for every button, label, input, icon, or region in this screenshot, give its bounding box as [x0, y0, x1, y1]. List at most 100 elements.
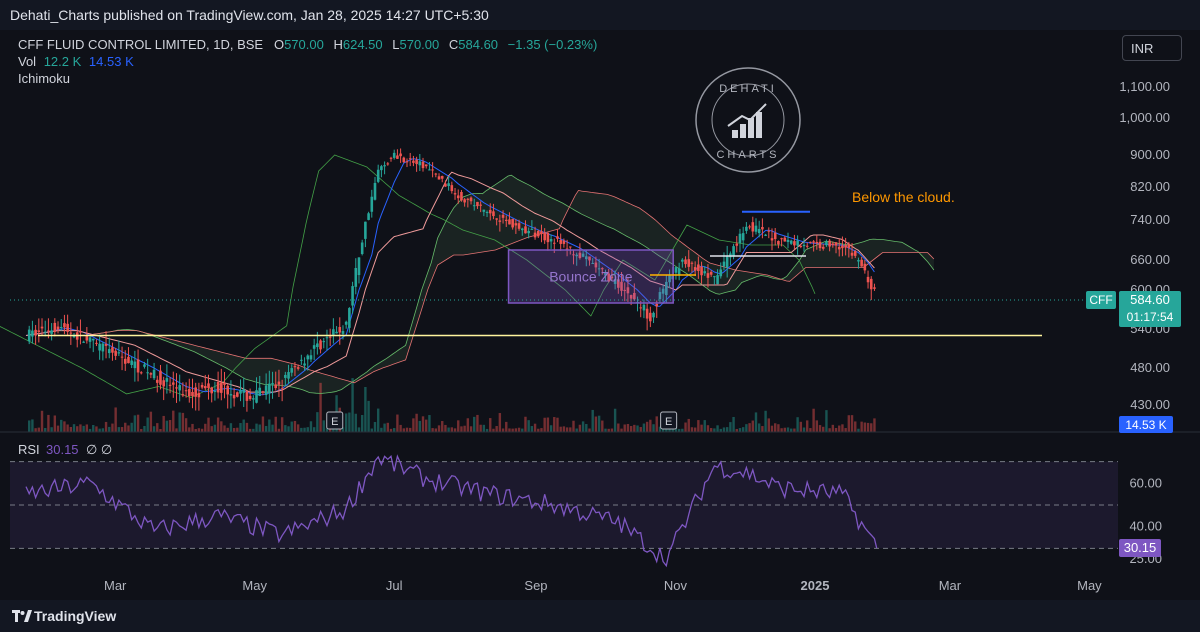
- bounce-zone-box[interactable]: [507, 249, 674, 304]
- volume-bar: [376, 408, 380, 432]
- candle-body: [380, 166, 383, 171]
- candle: [530, 220, 534, 230]
- volume-bar: [553, 417, 556, 432]
- candle: [754, 218, 758, 235]
- volume-bar: [489, 418, 492, 432]
- candle-body: [709, 271, 713, 275]
- candle: [111, 342, 114, 361]
- candle: [633, 283, 636, 301]
- candle: [812, 239, 815, 252]
- candle: [540, 224, 543, 243]
- volume-bar: [857, 428, 860, 432]
- earnings-marker-box[interactable]: [326, 411, 344, 430]
- volume-bar: [152, 426, 156, 432]
- candle-body: [693, 267, 697, 271]
- candle-body: [184, 390, 188, 392]
- candle: [684, 256, 687, 268]
- candle: [620, 272, 623, 297]
- volume-bar: [415, 413, 418, 432]
- candle-body: [85, 335, 89, 341]
- candle: [424, 164, 428, 169]
- candle-body: [175, 387, 178, 389]
- volume-bar: [328, 427, 332, 432]
- candle: [572, 249, 575, 265]
- candle-body: [629, 295, 633, 299]
- candle-body: [155, 379, 159, 383]
- volume-label[interactable]: Vol: [18, 54, 37, 69]
- candle: [546, 231, 550, 251]
- chart-canvas[interactable]: DEHATI CHARTS Bounce Zone Below the cloud.…: [0, 30, 1200, 600]
- candle-body: [857, 260, 860, 262]
- candle-body: [761, 226, 764, 230]
- candle: [344, 320, 348, 329]
- candle-body: [812, 241, 815, 243]
- candle-body: [802, 244, 806, 247]
- volume-bar: [72, 424, 76, 432]
- candle-body: [741, 233, 745, 241]
- candle: [146, 358, 149, 380]
- candle: [802, 237, 806, 252]
- watermark-outer-ring: [695, 67, 801, 173]
- volume-bar: [748, 423, 751, 432]
- volume-bar: [56, 425, 60, 432]
- candle-body: [344, 321, 348, 325]
- candle: [40, 318, 44, 336]
- currency-selector[interactable]: INR: [1122, 35, 1182, 61]
- earnings-marker-box[interactable]: [660, 411, 678, 430]
- candle-body: [306, 355, 310, 360]
- volume-bar: [136, 414, 140, 432]
- earnings-marker[interactable]: E: [660, 411, 678, 430]
- candle-body: [287, 372, 290, 379]
- candle-body: [757, 228, 761, 234]
- chart-area[interactable]: DEHATI CHARTS Bounce Zone Below the cloud.…: [0, 30, 1200, 600]
- candle: [271, 371, 274, 399]
- volume-bar: [380, 427, 383, 432]
- candle: [56, 321, 60, 334]
- rsi-badge-bg: [1119, 539, 1161, 558]
- symbol-title[interactable]: CFF FLUID CONTROL LIMITED, 1D, BSE: [18, 37, 264, 52]
- candle: [761, 218, 764, 239]
- volume-bar: [687, 418, 690, 432]
- candle: [559, 233, 562, 251]
- candle-body: [492, 211, 495, 217]
- volume-bar: [828, 428, 831, 432]
- ichimoku-indicator-label[interactable]: Ichimoku: [18, 71, 71, 86]
- open-label: O: [273, 37, 285, 52]
- watermark-arrow-icon: [727, 103, 767, 127]
- candle-body: [453, 193, 457, 195]
- candle-body: [853, 251, 857, 256]
- candle: [389, 156, 393, 162]
- candle: [757, 220, 761, 238]
- candle-body: [133, 361, 137, 369]
- volume-bar: [565, 427, 569, 432]
- candle: [588, 256, 591, 266]
- volume-bar: [255, 423, 258, 432]
- volume-bar: [601, 420, 604, 432]
- candle-body: [777, 241, 780, 245]
- candle-body: [40, 326, 44, 329]
- candle-body: [604, 272, 607, 276]
- volume-bar: [354, 413, 357, 432]
- candle-body: [338, 327, 342, 333]
- candle: [751, 216, 755, 238]
- candle: [556, 228, 559, 243]
- volume-bar: [719, 428, 722, 432]
- candle-body: [204, 386, 207, 389]
- candle: [187, 378, 191, 403]
- candle: [770, 228, 774, 251]
- volume-bar: [492, 428, 495, 432]
- volume-bar: [585, 423, 588, 432]
- candle: [488, 203, 492, 221]
- earnings-marker[interactable]: E: [326, 411, 344, 430]
- current-price-badge[interactable]: CFF 584.60 01:17:54: [1086, 291, 1181, 328]
- candle: [447, 176, 450, 191]
- candle: [594, 256, 598, 273]
- volume-bar: [457, 420, 460, 432]
- volume-bar: [290, 421, 293, 432]
- candle: [98, 334, 101, 360]
- candle-body: [639, 307, 643, 309]
- tradingview-brand[interactable]: TradingView: [34, 608, 117, 624]
- rsi-label[interactable]: RSI: [18, 442, 40, 457]
- candle: [549, 234, 553, 249]
- volume-bar: [844, 428, 847, 432]
